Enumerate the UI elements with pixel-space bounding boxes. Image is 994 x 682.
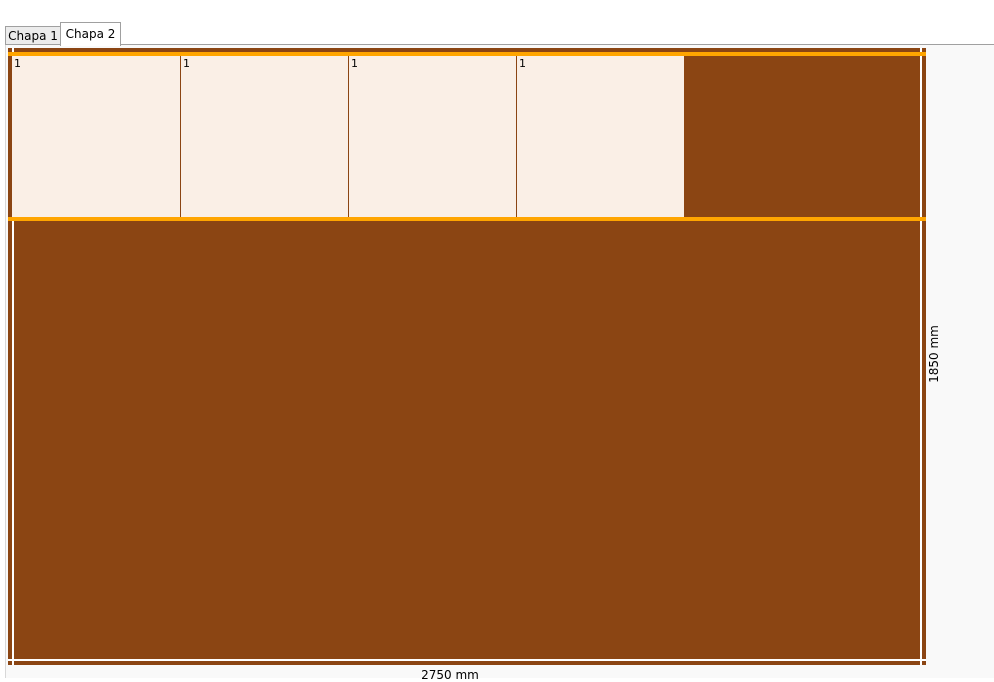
tab-bar: Chapa 1 Chapa 2 bbox=[0, 0, 994, 46]
cut-line-strip bbox=[8, 217, 926, 221]
sheet-right-edge-line bbox=[920, 48, 922, 665]
sheet-width-label: 2750 mm bbox=[421, 668, 479, 682]
tab-chapa-1[interactable]: Chapa 1 bbox=[5, 26, 61, 45]
piece[interactable]: 1 bbox=[181, 56, 349, 217]
tab-chapa-2[interactable]: Chapa 2 bbox=[60, 22, 121, 46]
sheet-left-edge-line bbox=[12, 48, 14, 665]
piece-label: 1 bbox=[351, 57, 358, 70]
piece-label: 1 bbox=[14, 57, 21, 70]
piece-label: 1 bbox=[519, 57, 526, 70]
piece[interactable]: 1 bbox=[12, 56, 181, 217]
piece[interactable]: 1 bbox=[517, 56, 685, 217]
sheet-bottom-edge-line bbox=[8, 659, 926, 661]
piece[interactable]: 1 bbox=[349, 56, 517, 217]
cut-line-top bbox=[8, 52, 926, 56]
piece-label: 1 bbox=[183, 57, 190, 70]
tab-divider bbox=[5, 44, 994, 45]
sheet-height-text: 1850 mm bbox=[927, 325, 941, 383]
